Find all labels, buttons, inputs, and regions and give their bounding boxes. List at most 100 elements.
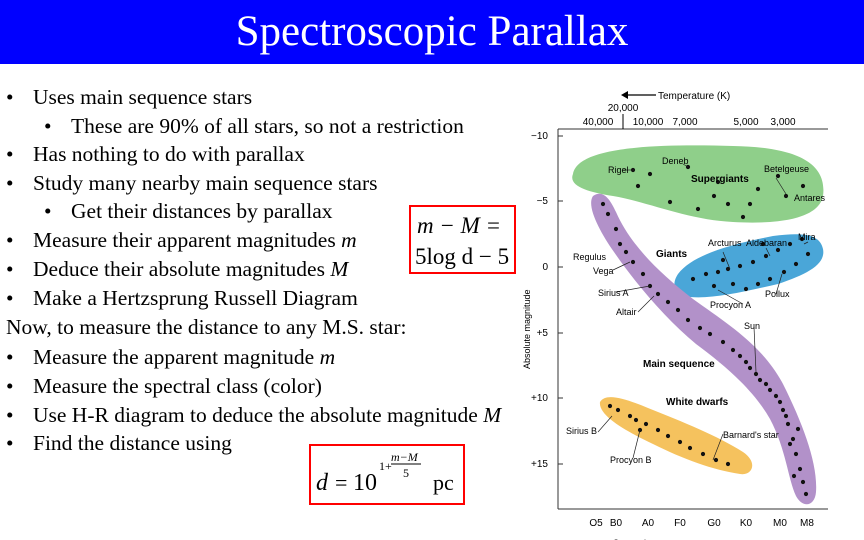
star-pointer-line <box>597 415 613 433</box>
x-tick-label: B0 <box>610 518 623 529</box>
x-tick-label: M8 <box>800 518 814 529</box>
star-dot <box>617 241 623 247</box>
star-dot <box>647 283 653 289</box>
star-dot <box>775 173 781 179</box>
temperature-tick-label: 7,000 <box>672 117 697 128</box>
bullet-text: Use H-R diagram to deduce the absolute m… <box>33 403 484 427</box>
star-label: Aldebaran <box>746 238 787 248</box>
star-label: Rigel <box>608 165 629 175</box>
star-dot <box>655 427 661 433</box>
star-dot <box>800 183 806 189</box>
star-dot <box>763 253 769 259</box>
star-dot <box>793 451 799 457</box>
bullet-text: Deduce their absolute magnitudes <box>33 257 331 281</box>
bullet-marker: • <box>6 286 14 310</box>
star-dot <box>750 259 756 265</box>
star-label: Barnard's star <box>723 430 779 440</box>
bullet-marker: • <box>6 170 14 195</box>
star-labels: Rigel Deneb Betelgeuse Antares Regulus Vega Ar… <box>566 156 826 465</box>
star-pointer-line <box>712 433 724 461</box>
star-dot <box>640 271 646 277</box>
temperature-ticks: 20,000 40,000 10,000 7,000 5,000 3,000 <box>583 103 796 128</box>
star-dot <box>665 433 671 439</box>
star-dot <box>700 451 706 457</box>
star-dot <box>715 269 721 275</box>
star-dot <box>627 413 633 419</box>
bullet-text: Measure their apparent magnitudes <box>33 228 342 252</box>
x-axis-ticks: O5 B0 A0 F0 G0 K0 M0 M8 <box>589 518 814 529</box>
bullet-marker: • <box>6 228 14 252</box>
star-dot <box>767 387 773 393</box>
star-dot <box>725 266 731 272</box>
star-dot <box>743 286 749 292</box>
bullet-line: • Deduce their absolute magnitudes M <box>6 256 348 282</box>
x-tick-label: G0 <box>707 518 721 529</box>
bullet-text: Now, to measure the distance to any M.S.… <box>6 315 407 339</box>
equation-equals: = <box>335 470 347 495</box>
star-dot <box>687 445 693 451</box>
star-pointer-line <box>615 285 651 293</box>
bullet-marker: • <box>6 257 14 281</box>
x-tick-label: K0 <box>740 518 753 529</box>
bullet-variable: M <box>483 403 502 427</box>
star-dot <box>655 291 661 297</box>
star-dots <box>597 163 811 497</box>
y-tick-label: +15 <box>531 459 548 470</box>
main-sequence-region <box>591 193 817 505</box>
star-dot <box>775 247 781 253</box>
bullet-line: • Get their distances by parallax <box>44 198 333 224</box>
star-dot <box>675 307 681 313</box>
bullet-text: These are 90% of all stars, so not a res… <box>71 113 464 138</box>
y-tick-label: 0 <box>542 262 548 273</box>
star-pointer-line <box>717 289 744 305</box>
bullet-marker: • <box>6 403 14 427</box>
star-dot <box>737 263 743 269</box>
bullet-line: Now, to measure the distance to any M.S.… <box>6 314 406 340</box>
star-dot <box>630 259 636 265</box>
supergiants-label: Supergiants <box>691 174 749 185</box>
star-pointer-line <box>632 429 641 459</box>
star-dot <box>725 461 731 467</box>
bullet-marker: • <box>6 431 14 455</box>
star-dot <box>685 317 691 323</box>
star-dot <box>730 281 736 287</box>
equation-exp-numerator: m−M <box>391 450 419 464</box>
bullet-line: • Measure the apparent magnitude m <box>6 344 335 370</box>
star-dot <box>780 407 786 413</box>
star-dot <box>725 201 731 207</box>
equation-unit: pc <box>433 470 454 495</box>
star-dot <box>757 377 763 383</box>
star-dot <box>793 261 799 267</box>
temperature-tick-label: 3,000 <box>770 117 795 128</box>
star-dot <box>773 393 779 399</box>
bullet-line: • Use H-R diagram to deduce the absolute … <box>6 402 501 428</box>
star-dot <box>703 271 709 277</box>
equation-exp-denominator: 5 <box>403 466 409 480</box>
star-dot <box>605 211 611 217</box>
star-pointer-line <box>637 295 655 313</box>
y-tick-label: +10 <box>531 393 548 404</box>
equation-lhs: d <box>316 470 329 496</box>
star-label: Sirius A <box>598 288 629 298</box>
star-dot <box>743 359 749 365</box>
bullet-text: Get their distances by parallax <box>71 199 333 223</box>
star-dot <box>667 199 673 205</box>
star-dot <box>785 421 791 427</box>
star-dot <box>613 226 619 232</box>
bullet-line: • Study many nearby main sequence stars <box>6 170 378 196</box>
star-dot <box>643 421 649 427</box>
star-dot <box>633 417 639 423</box>
bullet-marker: • <box>44 113 52 138</box>
star-dot <box>715 179 721 185</box>
giants-label: Giants <box>656 249 688 260</box>
equation-base: 10 <box>353 470 377 496</box>
star-dot <box>797 466 803 472</box>
star-dot <box>755 281 761 287</box>
y-tick-label: −5 <box>537 196 549 207</box>
distance-equation: d = 10 1+ m−M 5 pc <box>309 444 465 505</box>
y-axis-ticks: −10 −5 0 +5 +10 +15 <box>531 131 563 470</box>
bullet-line: • Uses main sequence stars <box>6 84 252 110</box>
star-dot <box>781 269 787 275</box>
star-dot <box>805 251 811 257</box>
giants-region <box>674 234 824 298</box>
